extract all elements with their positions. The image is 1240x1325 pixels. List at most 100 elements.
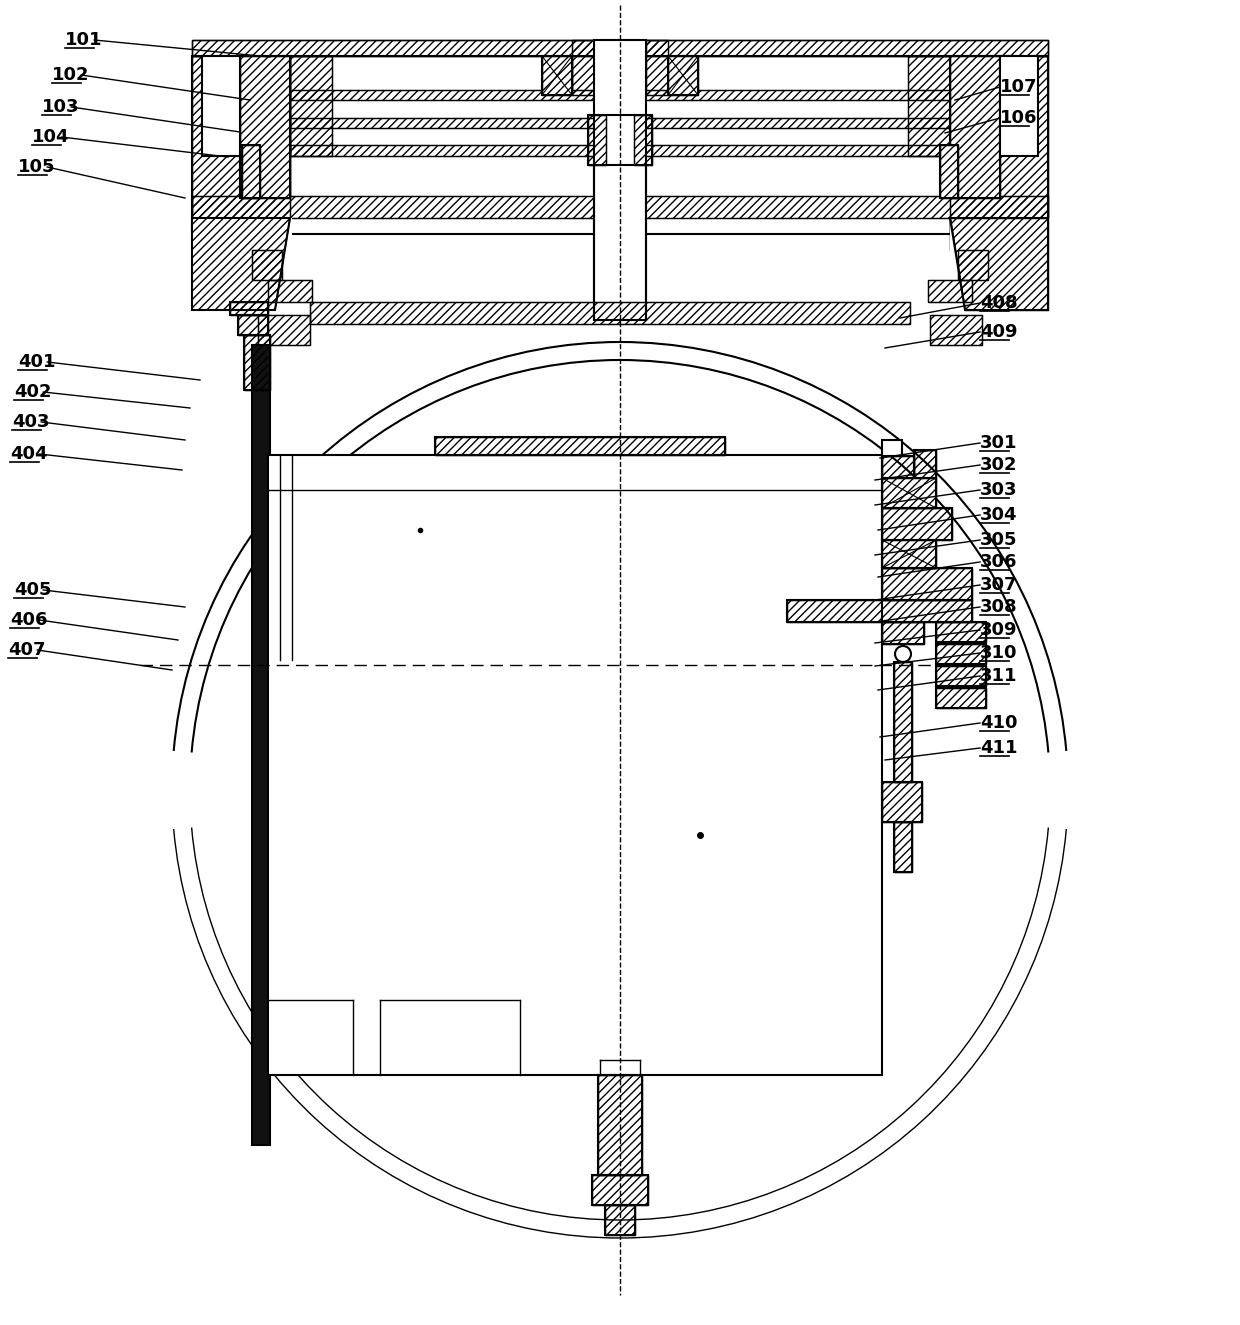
Text: 311: 311 <box>980 666 1018 685</box>
Bar <box>668 56 698 95</box>
Text: 401: 401 <box>19 352 56 371</box>
Bar <box>936 644 986 664</box>
Bar <box>588 115 606 166</box>
Bar <box>950 219 1048 250</box>
Bar <box>572 40 594 95</box>
Bar <box>258 315 310 344</box>
Bar <box>936 688 986 708</box>
Text: 307: 307 <box>980 576 1018 594</box>
Bar <box>882 507 952 541</box>
Bar <box>435 437 725 454</box>
Text: 305: 305 <box>980 531 1018 549</box>
Bar <box>950 56 999 197</box>
Bar <box>908 56 950 156</box>
Bar <box>882 478 936 507</box>
Bar <box>668 56 698 95</box>
Bar <box>192 219 290 250</box>
Text: 308: 308 <box>980 598 1018 616</box>
Bar <box>882 621 924 644</box>
Bar <box>787 600 972 621</box>
Bar <box>192 196 1048 219</box>
Bar <box>252 344 270 1145</box>
Bar <box>435 437 725 454</box>
Bar <box>950 56 1048 235</box>
Bar <box>598 1075 642 1175</box>
Bar <box>882 782 923 822</box>
Bar <box>882 568 972 600</box>
Bar <box>950 56 999 197</box>
Bar <box>950 219 1050 310</box>
Text: 408: 408 <box>980 294 1018 311</box>
Bar <box>192 40 1048 56</box>
Bar <box>591 1175 649 1204</box>
Text: 310: 310 <box>980 644 1018 662</box>
Text: 301: 301 <box>980 435 1018 452</box>
Bar <box>959 250 988 280</box>
Bar <box>914 451 936 478</box>
Bar <box>310 302 910 325</box>
Bar <box>894 662 911 782</box>
Circle shape <box>895 647 911 662</box>
Text: 102: 102 <box>52 66 89 83</box>
Bar <box>268 280 312 302</box>
Bar <box>229 302 268 315</box>
Text: 403: 403 <box>12 413 50 431</box>
Bar <box>605 1204 635 1235</box>
Bar <box>244 335 270 390</box>
Bar <box>882 440 901 456</box>
Bar <box>192 56 290 235</box>
Bar <box>252 250 281 280</box>
Bar <box>882 541 936 568</box>
Text: 410: 410 <box>980 714 1018 731</box>
Bar <box>244 335 270 390</box>
Bar <box>242 144 260 197</box>
Bar <box>882 456 914 478</box>
Text: 304: 304 <box>980 506 1018 523</box>
Text: 303: 303 <box>980 481 1018 500</box>
Bar <box>202 56 241 156</box>
Bar <box>290 90 950 99</box>
Text: 103: 103 <box>42 98 79 117</box>
Bar <box>588 115 652 166</box>
Bar <box>268 454 882 1075</box>
Bar <box>594 40 646 321</box>
Bar <box>882 621 924 644</box>
Bar <box>936 666 986 686</box>
Bar <box>936 644 986 664</box>
Bar <box>882 507 952 541</box>
Bar <box>238 315 268 335</box>
Bar <box>290 144 950 156</box>
Bar <box>882 456 914 478</box>
Bar <box>192 56 1048 235</box>
Bar <box>241 56 290 197</box>
Text: 106: 106 <box>999 109 1038 127</box>
Text: 107: 107 <box>999 78 1038 95</box>
Bar <box>930 315 982 344</box>
Bar <box>936 621 986 643</box>
Bar <box>542 56 572 95</box>
Text: 405: 405 <box>14 580 52 599</box>
Text: 101: 101 <box>64 30 103 49</box>
Bar <box>882 782 923 822</box>
Bar <box>928 280 972 302</box>
Text: 406: 406 <box>10 611 47 629</box>
Bar <box>605 1204 635 1235</box>
Bar <box>242 144 260 197</box>
Bar <box>290 118 950 129</box>
Bar <box>894 662 911 782</box>
Bar <box>238 315 268 335</box>
Text: 306: 306 <box>980 553 1018 571</box>
Bar <box>290 56 332 156</box>
Bar <box>787 600 972 621</box>
Bar <box>894 822 911 872</box>
Bar <box>598 1075 642 1175</box>
Text: 302: 302 <box>980 456 1018 474</box>
Bar <box>646 40 668 95</box>
Bar <box>542 56 572 95</box>
Text: 309: 309 <box>980 621 1018 639</box>
Bar <box>634 115 652 166</box>
Bar <box>591 1175 649 1204</box>
Text: 404: 404 <box>10 445 47 462</box>
Bar <box>936 688 986 708</box>
Bar <box>914 451 936 478</box>
